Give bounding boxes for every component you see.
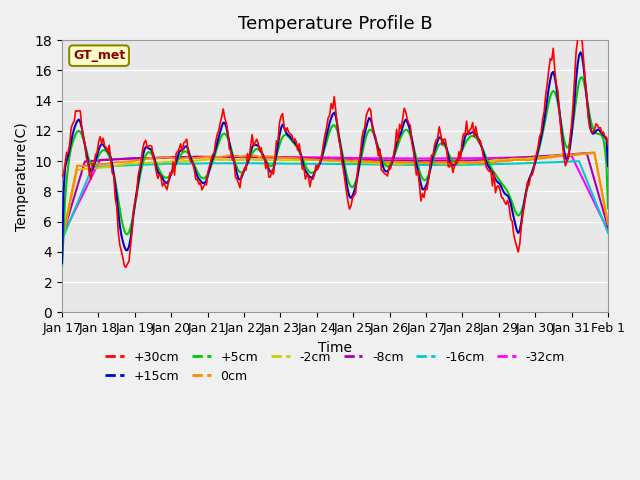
Legend: +30cm, +15cm, +5cm, 0cm, -2cm, -8cm, -16cm, -32cm: +30cm, +15cm, +5cm, 0cm, -2cm, -8cm, -16…	[100, 346, 570, 388]
X-axis label: Time: Time	[318, 341, 352, 355]
Text: GT_met: GT_met	[73, 49, 125, 62]
Y-axis label: Temperature(C): Temperature(C)	[15, 122, 29, 230]
Title: Temperature Profile B: Temperature Profile B	[237, 15, 433, 33]
